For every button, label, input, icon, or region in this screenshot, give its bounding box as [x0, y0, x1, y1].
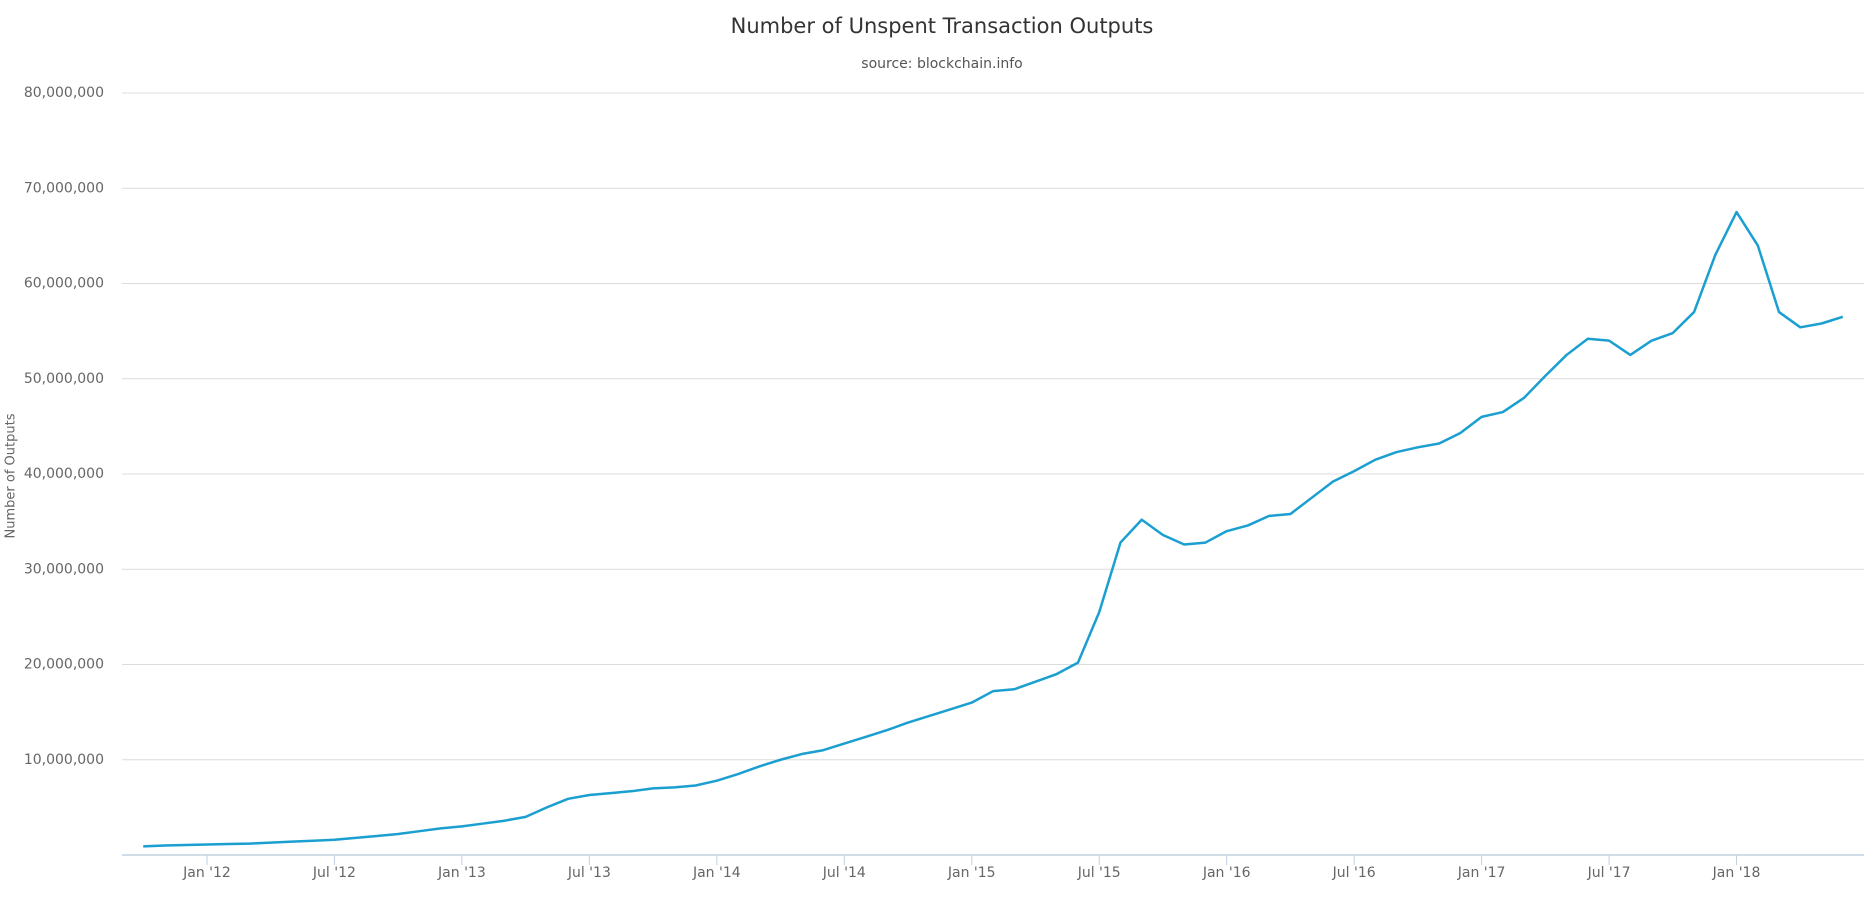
x-tick-label: Jan '18: [1712, 865, 1761, 881]
y-tick-label: 70,000,000: [24, 180, 104, 196]
x-tick-label: Jul '16: [1332, 865, 1376, 881]
x-tick-label: Jan '13: [437, 865, 486, 881]
x-tick-label: Jan '15: [947, 865, 996, 881]
x-tick-label: Jul '13: [567, 865, 611, 881]
data-line: [143, 210, 1844, 848]
y-axis-title: Number of Outputs: [4, 413, 19, 538]
y-tick-label: 40,000,000: [24, 466, 104, 482]
y-tick-label: 80,000,000: [24, 85, 104, 101]
x-tick-label: Jan '17: [1457, 865, 1506, 881]
x-tick-label: Jul '12: [312, 865, 356, 881]
y-tick-label: 30,000,000: [24, 561, 104, 577]
x-tick-label: Jul '14: [822, 865, 866, 881]
chart-subtitle: source: blockchain.info: [861, 56, 1022, 72]
x-tick-label: Jan '14: [692, 865, 741, 881]
x-tick-label: Jul '17: [1587, 865, 1631, 881]
y-tick-label: 50,000,000: [24, 371, 104, 387]
y-tick-label: 20,000,000: [24, 657, 104, 673]
x-tick-label: Jan '16: [1202, 865, 1251, 881]
y-tick-label: 10,000,000: [24, 752, 104, 768]
x-tick-label: Jan '12: [182, 865, 231, 881]
y-tick-label: 60,000,000: [24, 276, 104, 292]
x-tick-label: Jul '15: [1077, 865, 1121, 881]
chart-title: Number of Unspent Transaction Outputs: [731, 14, 1154, 38]
